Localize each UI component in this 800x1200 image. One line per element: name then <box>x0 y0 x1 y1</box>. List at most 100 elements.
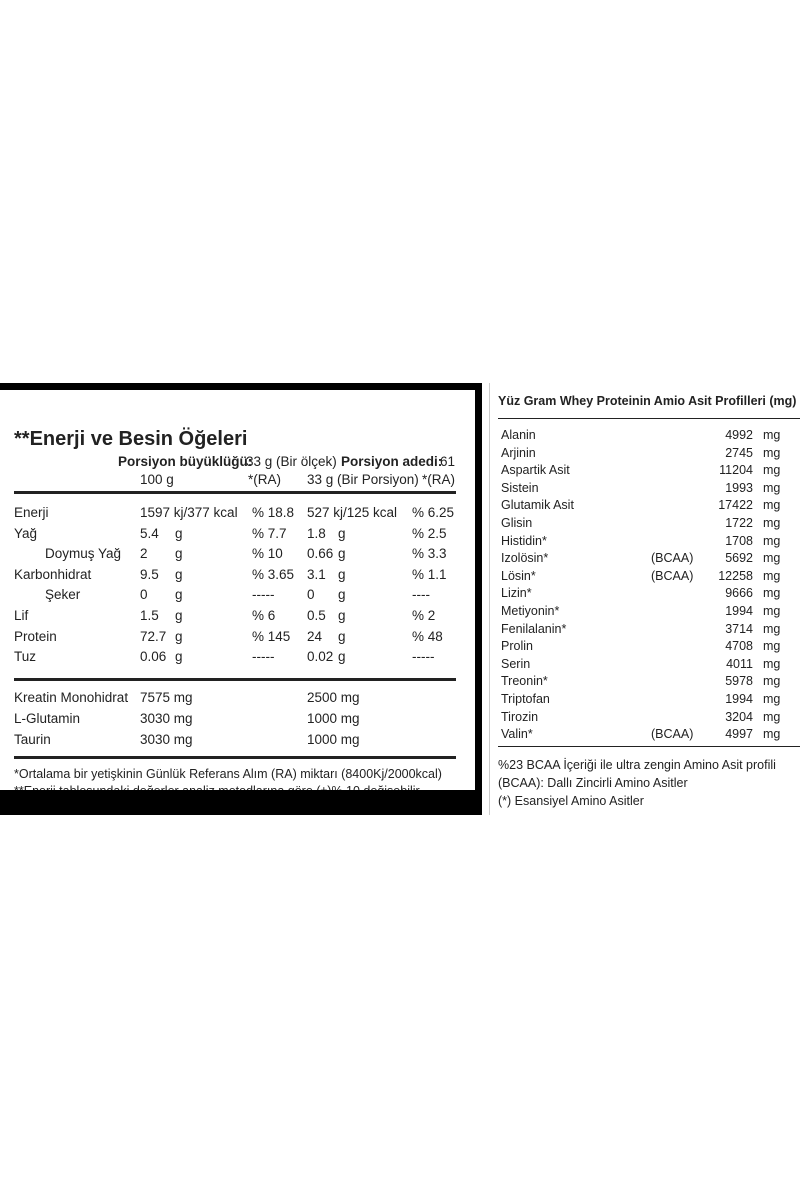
amino-unit: mg <box>763 727 781 742</box>
extra-value: 3030 mg <box>140 711 193 726</box>
amino-note: (BCAA) <box>651 727 694 742</box>
nutrient-value: 0 <box>140 587 148 603</box>
nutrient-value: 527 kj/125 kcal <box>307 505 398 520</box>
amino-value: 5978 <box>725 674 753 689</box>
portion-label: Porsiyon büyüklüğü: <box>118 454 253 469</box>
title: Yüz Gram Whey Proteinin Amio Asit Profil… <box>498 394 797 408</box>
nutrient-value: % 3.3 <box>412 546 447 562</box>
nutrient-value: ---- <box>412 587 430 603</box>
amino-note: (BCAA) <box>651 568 694 583</box>
column-header: 33 g (Bir Porsiyon) <box>307 472 419 487</box>
amino-name: Prolin <box>501 639 533 654</box>
amino-name: Arjinin <box>501 445 536 460</box>
nutrient-value: % 2 <box>412 608 436 623</box>
amino-value: 4011 <box>726 656 753 671</box>
nutrient-value: % 18.8 <box>252 505 295 520</box>
amino-name: Izolösin* <box>501 551 549 566</box>
nutrient-value: g <box>175 628 183 644</box>
nutrient-name: Enerji <box>14 505 49 520</box>
divider <box>14 756 456 759</box>
nutrient-name: Lif <box>14 608 29 623</box>
nutrient-value: ----- <box>412 649 435 665</box>
amino-unit: mg <box>763 656 781 671</box>
amino-unit: mg <box>763 586 781 601</box>
portion-count-label: Porsiyon adedi: <box>341 454 443 469</box>
amino-unit: mg <box>763 498 781 513</box>
nutrient-value: 1.5 <box>140 608 159 623</box>
amino-value: 3714 <box>725 621 753 636</box>
amino-name: Treonin* <box>501 674 548 689</box>
title: **Enerji ve Besin Öğeleri <box>14 428 248 450</box>
nutrient-value: % 145 <box>252 628 291 644</box>
nutrient-name: Karbonhidrat <box>14 566 92 582</box>
footer-note: (*) Esansiyel Amino Asitler <box>498 794 644 808</box>
nutrient-value: ----- <box>252 649 275 665</box>
nutrient-name: Şeker <box>45 587 81 603</box>
nutrient-value: % 10 <box>252 546 283 562</box>
column-header: *(RA) <box>248 472 281 487</box>
amino-unit: mg <box>763 674 781 689</box>
nutrient-value: % 1.1 <box>412 566 447 582</box>
amino-value: 1722 <box>725 516 753 530</box>
nutrient-value: g <box>175 546 183 562</box>
amino-unit: mg <box>763 604 781 618</box>
amino-value: 4708 <box>725 639 753 654</box>
divider <box>14 678 456 681</box>
nutrient-value: 5.4 <box>140 525 159 541</box>
nutrient-value: g <box>338 649 346 665</box>
extra-name: L-Glutamin <box>14 711 81 726</box>
nutrient-value: ----- <box>252 587 275 603</box>
amino-value: 4997 <box>725 727 753 742</box>
amino-unit: mg <box>763 551 781 566</box>
amino-value: 3204 <box>725 709 753 724</box>
nutrient-value: g <box>175 608 183 623</box>
nutrient-value: g <box>175 566 183 582</box>
amino-unit: mg <box>763 516 781 530</box>
amino-unit: mg <box>763 533 781 548</box>
divider <box>498 746 800 747</box>
amino-name: Glutamik Asit <box>501 498 574 513</box>
nutrient-value: % 7.7 <box>252 525 287 541</box>
nutrient-value: 1597 kj/377 kcal <box>140 505 238 520</box>
nutrient-value: 0.66 <box>307 546 334 562</box>
nutrient-value: % 3.65 <box>252 566 295 582</box>
nutrient-value: 3.1 <box>307 566 326 582</box>
amino-name: Glisin <box>501 516 533 530</box>
nutrient-value: g <box>175 649 183 665</box>
amino-unit: mg <box>763 428 781 442</box>
nutrient-value: g <box>338 608 346 623</box>
amino-name: Tirozin <box>501 709 539 724</box>
nutrient-value: % 6 <box>252 608 276 623</box>
amino-value: 17422 <box>718 498 753 513</box>
extra-name: Taurin <box>14 732 51 747</box>
extra-value: 1000 mg <box>307 732 360 747</box>
amino-name: Metiyonin* <box>501 604 560 618</box>
amino-name: Valin* <box>501 727 533 742</box>
footer-note: %23 BCAA İçeriği ile ultra zengin Amino … <box>498 758 776 772</box>
amino-unit: mg <box>763 692 781 706</box>
bottom-bar <box>0 790 482 815</box>
divider <box>498 418 800 419</box>
amino-name: Sistein <box>501 480 539 495</box>
nutrient-value: g <box>175 525 183 541</box>
nutrient-name: Yağ <box>14 525 38 541</box>
portion-size: 33 g (Bir ölçek) <box>246 454 337 469</box>
amino-unit: mg <box>763 621 781 636</box>
amino-value: 2745 <box>725 445 753 460</box>
nutrient-value: 2 <box>140 546 148 562</box>
nutrient-value: g <box>338 628 346 644</box>
portion-count: 61 <box>440 454 456 469</box>
amino-value: 1708 <box>725 533 753 548</box>
nutrient-name: Tuz <box>14 649 37 665</box>
nutrient-name: Doymuş Yağ <box>45 546 122 562</box>
amino-unit: mg <box>763 463 781 478</box>
amino-panel: Yüz Gram Whey Proteinin Amio Asit Profil… <box>489 383 800 815</box>
nutrient-value: 0.5 <box>307 608 326 623</box>
extra-value: 2500 mg <box>307 690 360 705</box>
amino-value: 9666 <box>725 586 753 601</box>
amino-name: Aspartik Asit <box>501 463 570 478</box>
amino-name: Fenilalanin* <box>501 621 567 636</box>
amino-unit: mg <box>763 639 781 654</box>
nutrient-value: g <box>338 525 346 541</box>
